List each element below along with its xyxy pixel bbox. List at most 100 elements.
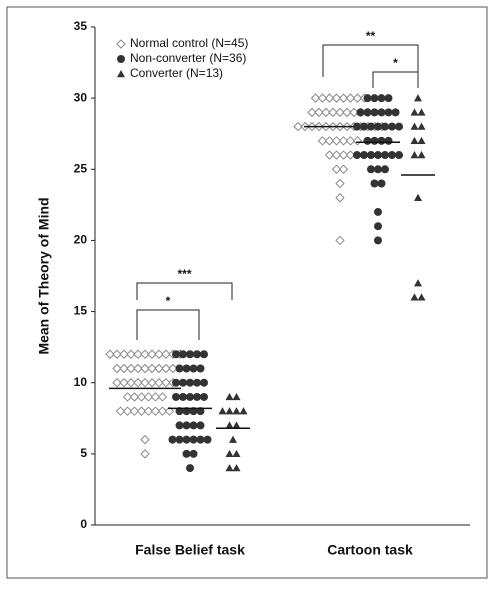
data-point [175, 421, 184, 430]
data-point [193, 378, 201, 387]
data-point [331, 150, 342, 160]
data-point [395, 151, 403, 160]
data-point [232, 464, 241, 472]
data-point [157, 392, 168, 402]
y-tick-label: 15 [74, 304, 88, 318]
data-point [122, 406, 133, 416]
data-point [175, 407, 184, 416]
data-point [218, 407, 227, 415]
data-point [232, 392, 241, 401]
data-point [225, 464, 234, 472]
data-point [203, 435, 212, 444]
data-point [363, 94, 372, 103]
data-point [186, 464, 194, 473]
data-point [345, 93, 356, 103]
data-point [310, 93, 321, 103]
data-point [175, 435, 184, 444]
data-point [143, 406, 154, 416]
data-point [353, 151, 361, 160]
data-point [335, 107, 345, 118]
data-point [193, 350, 201, 359]
data-point [293, 121, 303, 132]
data-point [367, 151, 375, 160]
data-point [331, 93, 342, 103]
data-point [150, 406, 161, 416]
data-point [370, 179, 379, 188]
data-point [172, 350, 180, 359]
data-point [352, 136, 363, 146]
data-point [314, 107, 324, 118]
data-point [112, 363, 122, 374]
data-point [112, 378, 122, 388]
data-point [410, 136, 419, 145]
data-point [367, 165, 375, 174]
data-point [126, 378, 136, 388]
data-point [161, 363, 171, 374]
data-point [119, 363, 129, 374]
data-point [105, 349, 115, 359]
data-point [363, 136, 372, 145]
y-tick-label: 0 [80, 517, 87, 531]
data-point [417, 122, 426, 130]
data-point [143, 392, 154, 402]
significance-bracket [136, 309, 200, 340]
data-point [374, 222, 382, 231]
significance-label: * [166, 294, 171, 308]
data-point [189, 364, 198, 373]
data-point [147, 349, 157, 359]
legend-label: Non-converter (N=36) [130, 51, 246, 65]
data-point [133, 363, 143, 374]
data-point [307, 107, 317, 118]
data-point [172, 392, 180, 401]
legend-marker [117, 70, 125, 78]
data-point [338, 164, 349, 174]
data-point [349, 107, 359, 118]
data-point [377, 108, 386, 117]
data-point [374, 236, 382, 245]
data-point [324, 150, 335, 160]
data-point [147, 378, 157, 388]
data-point [331, 164, 342, 174]
data-point [377, 94, 386, 103]
data-point [232, 421, 241, 429]
data-point [179, 392, 187, 401]
data-point [338, 150, 349, 160]
data-point [154, 378, 164, 388]
data-point [189, 435, 198, 444]
data-point [338, 93, 349, 103]
data-point [328, 107, 338, 118]
data-point [335, 193, 345, 203]
data-point [182, 364, 191, 373]
y-tick-label: 25 [74, 161, 88, 175]
data-point [321, 107, 331, 118]
legend-label: Normal control (N=45) [130, 36, 248, 50]
data-point [225, 392, 234, 401]
data-point [122, 392, 133, 402]
data-point [417, 293, 426, 301]
significance-bracket [136, 282, 233, 300]
data-point [196, 421, 205, 430]
data-point [388, 151, 396, 160]
data-point [115, 406, 126, 416]
significance-bracket [322, 44, 419, 77]
data-point [232, 449, 241, 458]
data-point [335, 178, 345, 189]
significance-label: * [393, 56, 398, 70]
significance-label: ** [366, 29, 376, 43]
data-point [410, 108, 419, 116]
frame [6, 6, 488, 579]
y-tick-label: 20 [74, 233, 88, 247]
data-point [133, 378, 143, 388]
data-point [154, 363, 164, 374]
data-point [360, 122, 368, 131]
data-point [189, 421, 198, 430]
data-point [179, 378, 187, 387]
y-axis-label: Mean of Theory of Mind [36, 197, 52, 354]
data-point [200, 350, 208, 359]
data-point [374, 122, 382, 131]
legend-marker [116, 39, 126, 49]
data-point [182, 421, 191, 430]
data-point [229, 435, 237, 443]
y-tick-label: 30 [74, 90, 88, 104]
data-point [186, 350, 194, 359]
